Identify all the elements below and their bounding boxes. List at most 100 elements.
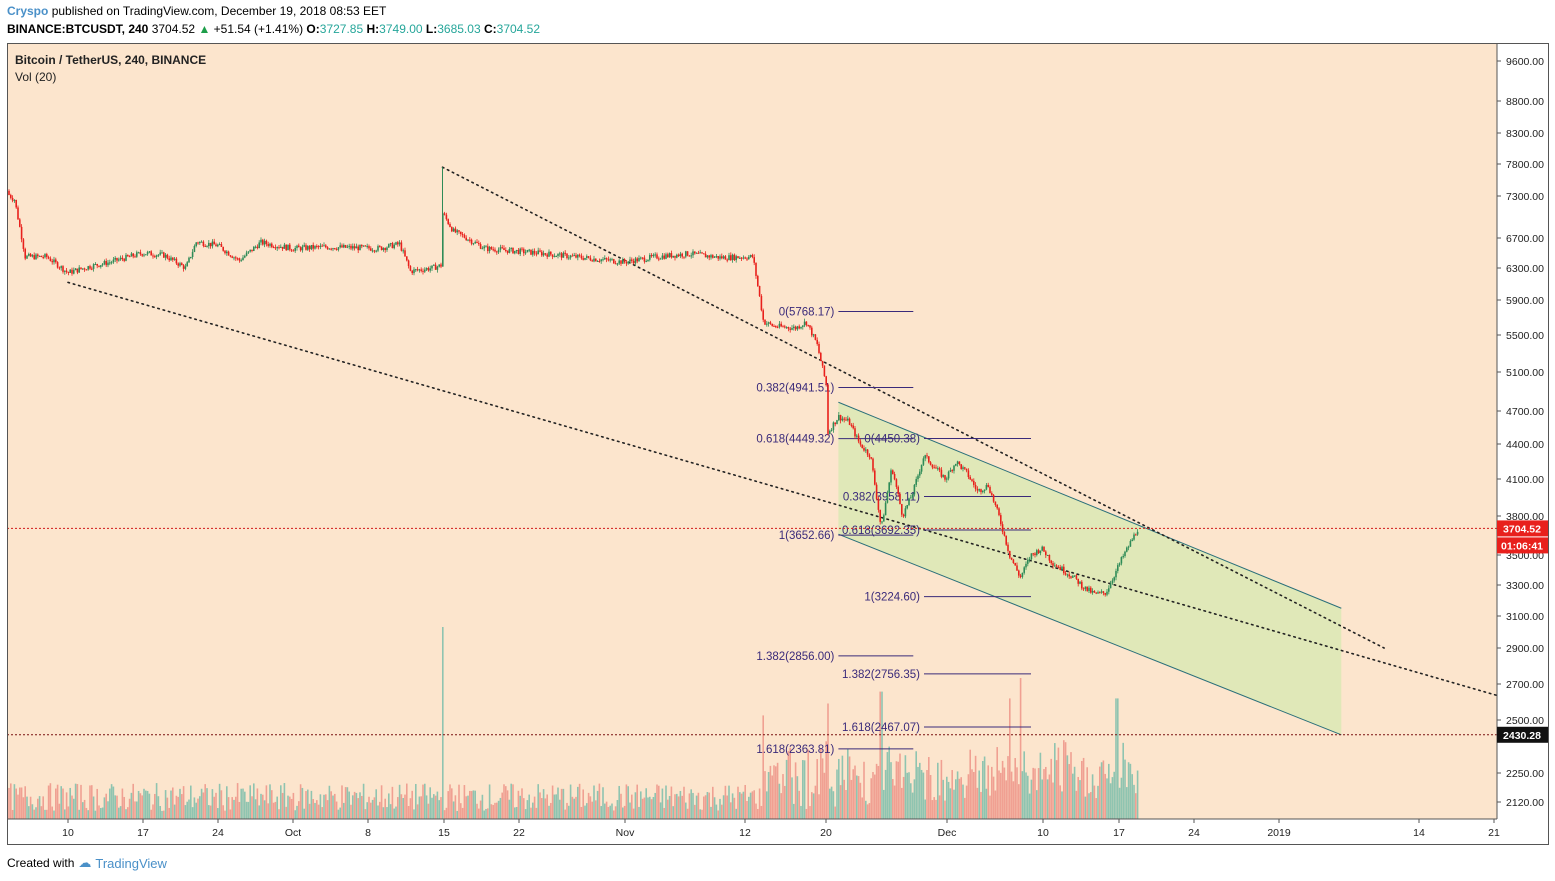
volume-bar: [931, 800, 934, 819]
price-tick-label-6: 6300.00: [1506, 263, 1544, 275]
candle-body: [688, 255, 691, 257]
volume-bar: [31, 804, 34, 819]
volume-bar: [179, 788, 181, 819]
candle-body: [625, 262, 628, 264]
candle-body: [1005, 535, 1007, 545]
volume-bar: [37, 798, 39, 819]
author-link[interactable]: Cryspo: [7, 4, 49, 18]
candle-body: [598, 260, 601, 262]
volume-bar: [1064, 742, 1067, 819]
volume-bar: [982, 761, 984, 819]
candle-body: [254, 246, 257, 248]
volume-bar: [173, 804, 176, 819]
candle-body: [773, 325, 775, 327]
volume-bar: [71, 795, 73, 819]
candle-body: [236, 258, 239, 260]
volume-bar: [148, 793, 151, 819]
candle-body: [883, 515, 885, 522]
candle-body: [571, 255, 574, 257]
volume-bar: [857, 776, 860, 819]
volume-bar: [989, 795, 991, 819]
candle-body: [211, 241, 214, 247]
volume-bar: [434, 795, 437, 819]
price-axis[interactable]: 9600.00 8800.00 8300.00 7800.00 7300.00 6700.…: [1497, 56, 1544, 809]
volume-bar: [1027, 775, 1029, 819]
volume-bar: [796, 776, 799, 819]
candle-body: [874, 470, 876, 485]
candle-body: [170, 257, 172, 261]
volume-bar: [650, 799, 653, 819]
candle-body: [638, 258, 640, 262]
volume-bar: [861, 797, 863, 819]
high-value: 3749.00: [379, 22, 423, 36]
candle-body: [128, 256, 131, 258]
candle-body: [1124, 551, 1126, 556]
candle-body: [13, 199, 16, 201]
volume-bar: [1054, 743, 1056, 819]
candle-body: [65, 270, 68, 272]
volume-bar: [404, 794, 406, 819]
volume-bars: [8, 627, 1139, 819]
candle-body: [145, 254, 147, 256]
volume-bar: [740, 793, 743, 819]
volume-bar: [109, 788, 111, 819]
time-axis[interactable]: 10 17 24 Oct 8 15 22 Nov 12 20 Dec 10 17 24 2019 14 21: [62, 819, 1500, 839]
volume-bar: [35, 807, 37, 819]
candle-body: [494, 249, 496, 252]
volume-bar: [564, 809, 566, 819]
candle-body: [535, 253, 538, 255]
candle-body: [456, 230, 458, 233]
candle-body: [442, 213, 444, 267]
candle-body: [1106, 591, 1108, 595]
volume-bar: [758, 788, 761, 819]
volume-bar: [623, 805, 626, 819]
volume-bar: [166, 797, 169, 819]
candle-body: [668, 253, 671, 258]
volume-bar: [1088, 793, 1090, 819]
volume-bar: [748, 796, 750, 819]
volume-bar: [379, 801, 381, 819]
chart-frame[interactable]: 0(5768.17) 0.382(4941.51) 0.618(4449.32) 1(…: [7, 43, 1549, 845]
volume-bar: [481, 794, 484, 819]
candle-body: [875, 484, 878, 499]
volume-bar: [170, 790, 172, 819]
open-label: O:: [306, 22, 320, 36]
footer: Created with ☁ TradingView: [7, 855, 167, 871]
volume-bar: [1043, 769, 1045, 819]
candle-body: [944, 475, 946, 480]
volume-bar: [400, 794, 403, 819]
candle-body: [710, 255, 712, 258]
trendlines[interactable]: [67, 166, 1546, 711]
descending-channel[interactable]: [838, 401, 1342, 736]
candle-body: [440, 264, 442, 267]
candle-body: [141, 254, 143, 256]
volume-bar: [134, 801, 136, 819]
volume-bar: [1010, 771, 1013, 819]
volume-bar: [814, 785, 817, 819]
volume-bar: [64, 809, 66, 819]
price-chart[interactable]: 0(5768.17) 0.382(4941.51) 0.618(4449.32) 1(…: [7, 43, 1549, 845]
last-price: 3704.52: [151, 22, 196, 36]
candle-body: [758, 285, 761, 297]
volume-bar: [1032, 767, 1034, 819]
fib-left-label-4: 1.382(2856.00): [756, 651, 834, 663]
volume-bar: [398, 784, 401, 819]
volume-bar: [1036, 790, 1038, 819]
volume-bar: [497, 800, 500, 819]
candle-body: [947, 471, 950, 479]
candle-body: [526, 249, 529, 253]
candle-body: [285, 244, 287, 251]
fib-extensions[interactable]: 0(5768.17) 0.382(4941.51) 0.618(4449.32) 1(…: [756, 307, 1031, 756]
candle-body: [24, 248, 26, 259]
candle-body: [602, 259, 604, 261]
tradingview-brand[interactable]: TradingView: [95, 855, 167, 871]
candle-body: [643, 257, 646, 262]
volume-bar: [217, 808, 219, 819]
candle-body: [55, 259, 57, 263]
candle-body: [645, 261, 647, 263]
close-label: C:: [483, 22, 497, 36]
volume-bar: [235, 796, 237, 819]
volume-bar: [361, 795, 363, 819]
volume-bar: [485, 808, 487, 819]
candle-body: [996, 504, 998, 509]
